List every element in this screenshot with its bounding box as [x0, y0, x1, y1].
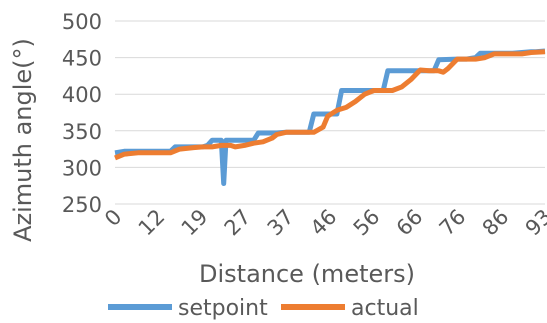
y-axis-tick-labels: 250 300 350 400 450 500 — [62, 10, 102, 217]
y-tick-label: 250 — [62, 193, 102, 217]
legend-label-setpoint: setpoint — [178, 296, 268, 321]
x-tick-label: 66 — [392, 205, 428, 241]
x-axis-title: Distance (meters) — [199, 260, 415, 288]
x-tick-label: 93 — [521, 205, 547, 241]
x-tick-label: 46 — [306, 205, 342, 241]
x-tick-label: 0 — [100, 205, 126, 231]
legend-label-actual: actual — [351, 296, 419, 321]
x-tick-label: 37 — [263, 205, 299, 241]
x-tick-label: 27 — [220, 205, 256, 241]
x-axis-tick-labels: 0 12 19 27 37 46 56 66 76 86 93 — [100, 205, 547, 241]
y-axis-title: Azimuth angle(°) — [9, 38, 37, 242]
series-lines — [114, 48, 546, 186]
legend: setpoint actual — [108, 296, 419, 321]
y-tick-label: 350 — [62, 120, 102, 144]
y-tick-label: 500 — [62, 10, 102, 34]
x-tick-label: 56 — [349, 205, 385, 241]
x-tick-label: 76 — [435, 205, 471, 241]
y-tick-label: 300 — [62, 156, 102, 180]
y-tick-label: 450 — [62, 47, 102, 71]
series-line-actual — [114, 49, 546, 161]
gridlines — [115, 20, 545, 205]
x-tick-label: 19 — [177, 205, 213, 241]
x-tick-label: 12 — [134, 205, 170, 241]
y-tick-label: 400 — [62, 83, 102, 107]
x-tick-label: 86 — [478, 205, 514, 241]
